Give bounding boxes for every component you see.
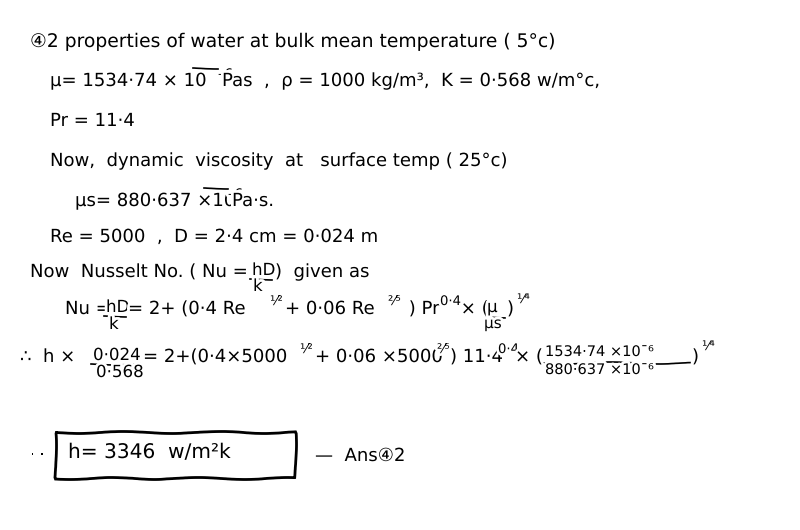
Text: = 2+(0·4×5000: = 2+(0·4×5000	[143, 348, 286, 366]
Text: ) 11·4: ) 11·4	[450, 348, 502, 366]
Text: × (: × (	[515, 348, 543, 366]
Text: ¹⁄⁴: ¹⁄⁴	[517, 293, 530, 306]
Text: ¹⁄⁴: ¹⁄⁴	[702, 340, 714, 353]
Text: Now  Nusselt No. ( Nu =: Now Nusselt No. ( Nu =	[30, 263, 247, 281]
Text: hD: hD	[252, 261, 275, 279]
Text: 0·4: 0·4	[440, 295, 461, 308]
Text: μ: μ	[487, 298, 498, 316]
Text: ∴  h ×: ∴ h ×	[20, 348, 75, 366]
Text: Pa·s.: Pa·s.	[232, 192, 274, 210]
Text: )  given as: ) given as	[275, 263, 370, 281]
Text: 1534·74 ×10¯⁶: 1534·74 ×10¯⁶	[545, 344, 654, 359]
Text: Pas  ,  ρ = 1000 kg/m³,  K = 0·568 w/m°c,: Pas , ρ = 1000 kg/m³, K = 0·568 w/m°c,	[222, 72, 598, 90]
Text: ): )	[507, 300, 514, 318]
Text: ): )	[692, 348, 699, 366]
Text: k: k	[253, 277, 262, 295]
Text: Pr = 11·4: Pr = 11·4	[50, 112, 134, 130]
Text: × (: × (	[455, 300, 489, 318]
Text: ¹⁄²: ¹⁄²	[300, 343, 313, 356]
Text: + 0·06 ×5000: + 0·06 ×5000	[315, 348, 442, 366]
Text: = 2+ (0·4 Re: = 2+ (0·4 Re	[128, 300, 245, 318]
Text: –6: –6	[218, 68, 233, 81]
Text: k: k	[109, 315, 118, 333]
Text: Nu =: Nu =	[65, 300, 110, 318]
Text: Re = 5000  ,  D = 2·4 cm = 0·024 m: Re = 5000 , D = 2·4 cm = 0·024 m	[50, 228, 377, 246]
Text: 0·4: 0·4	[498, 343, 519, 356]
Text: ) Pr: ) Pr	[403, 300, 439, 318]
Text: 0·568: 0·568	[96, 363, 143, 381]
Text: –6: –6	[228, 188, 243, 201]
Text: hD: hD	[106, 298, 130, 316]
Text: h= 3346  w/m²k: h= 3346 w/m²k	[68, 443, 230, 462]
Text: μs= 880·637 ×10: μs= 880·637 ×10	[75, 192, 234, 210]
Text: ¹⁄²: ¹⁄²	[270, 295, 283, 308]
Text: ④2 properties of water at bulk mean temperature ( 5°c): ④2 properties of water at bulk mean temp…	[30, 32, 556, 51]
Text: —  Ans④2: — Ans④2	[315, 447, 406, 465]
Text: · ·: · ·	[30, 447, 45, 462]
Text: μs: μs	[484, 316, 502, 331]
Text: ²⁄⁵: ²⁄⁵	[437, 343, 450, 356]
Text: Now,  dynamic  viscosity  at   surface temp ( 25°c): Now, dynamic viscosity at surface temp (…	[50, 152, 507, 170]
Text: + 0·06 Re: + 0·06 Re	[285, 300, 374, 318]
Text: 880·637 ×10¯⁶: 880·637 ×10¯⁶	[545, 362, 654, 377]
Text: μ= 1534·74 × 10: μ= 1534·74 × 10	[50, 72, 206, 90]
Text: ²⁄⁵: ²⁄⁵	[388, 295, 401, 308]
Text: 0·024: 0·024	[93, 346, 140, 364]
